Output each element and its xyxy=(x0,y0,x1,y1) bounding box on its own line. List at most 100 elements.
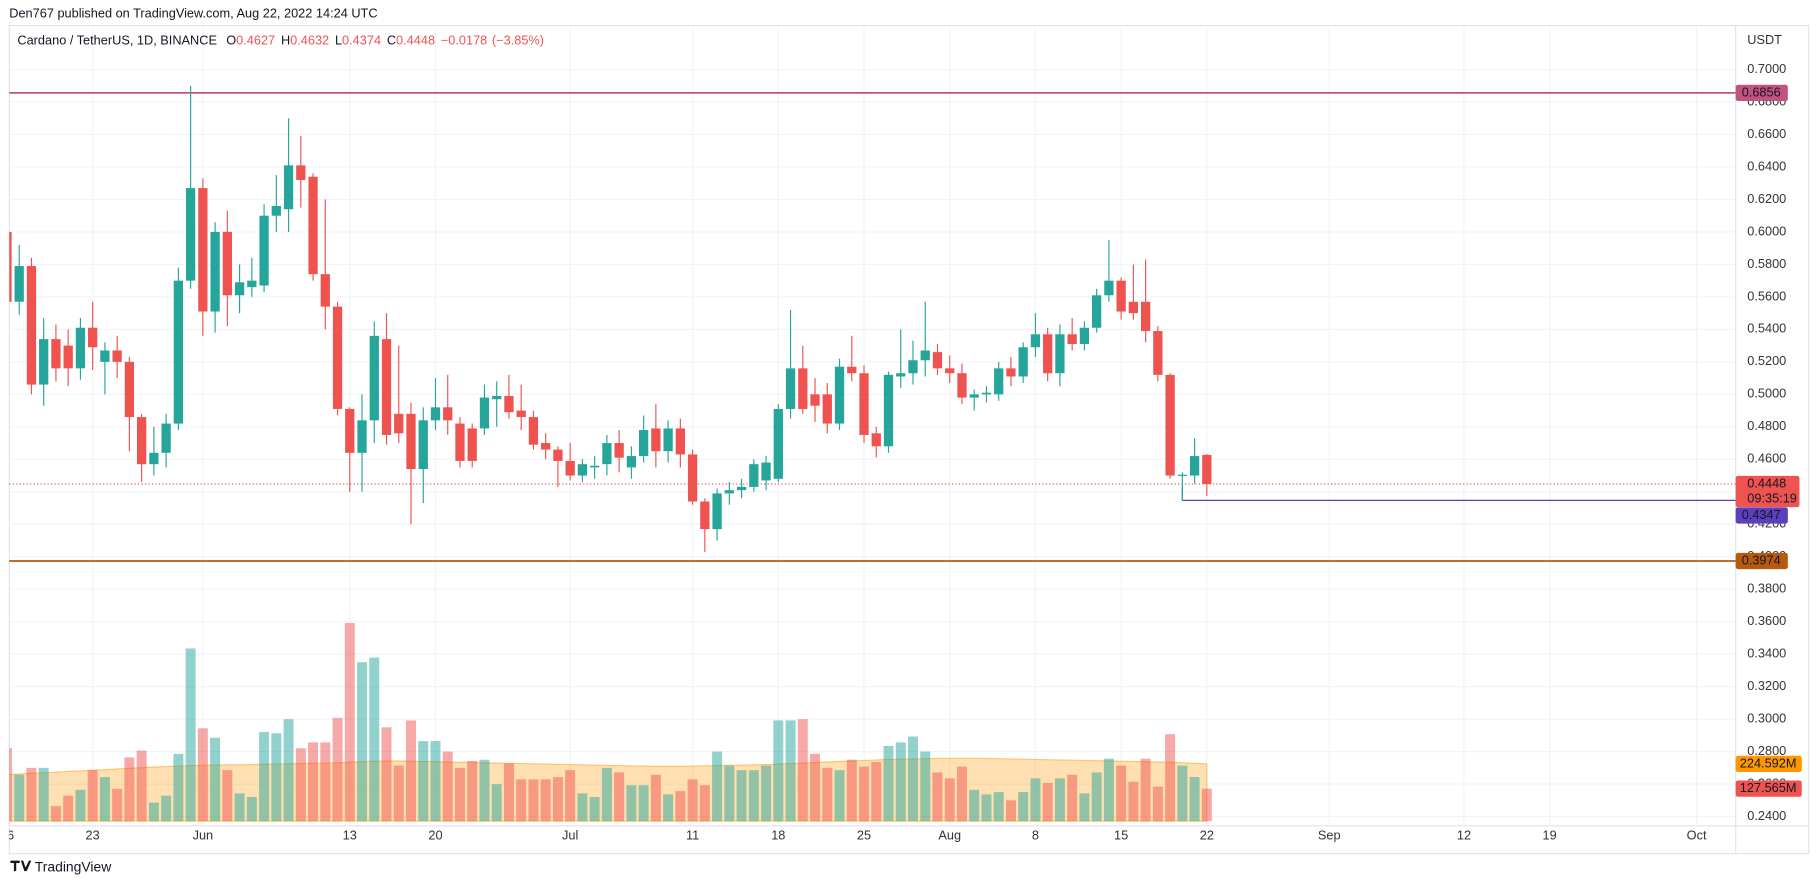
candle-body xyxy=(1140,301,1151,331)
candle-body xyxy=(185,188,196,281)
volume-bar xyxy=(246,796,257,822)
candle-body xyxy=(834,366,845,424)
x-tick-label: Sep xyxy=(1318,828,1341,843)
volume-bar xyxy=(712,751,723,822)
symbol: Cardano / TetherUS, 1D, BINANCE xyxy=(17,33,217,48)
support-badge xyxy=(1735,507,1788,524)
volume-bar xyxy=(381,727,392,822)
x-tick-label: Aug xyxy=(938,828,961,843)
volume-bar xyxy=(797,719,808,822)
candle-body xyxy=(1092,295,1102,328)
volume-bar xyxy=(442,751,453,822)
volume-bar xyxy=(332,717,343,822)
l-label: L xyxy=(335,33,342,48)
candle-body xyxy=(1104,280,1114,296)
volume-badge xyxy=(1735,780,1802,797)
candle-body xyxy=(259,215,269,286)
candle-body xyxy=(969,394,979,398)
volume-bar xyxy=(1067,774,1078,822)
o-label: O xyxy=(226,33,236,48)
candle-body xyxy=(724,490,734,494)
level-badge xyxy=(1735,84,1788,102)
candle-body xyxy=(455,423,465,461)
levels xyxy=(9,92,1736,562)
candle-body xyxy=(883,374,894,447)
volume-bar xyxy=(197,728,208,822)
y-tick-label: 0.6000 xyxy=(1747,223,1786,238)
candle-body xyxy=(247,280,257,288)
volume-bar xyxy=(565,770,576,822)
volume-bar xyxy=(430,741,441,822)
last-price-label: 0.4448 xyxy=(1747,475,1786,490)
volume-bar xyxy=(761,765,772,822)
y-tick-label: 0.6400 xyxy=(1747,158,1786,173)
candle-body xyxy=(1079,327,1090,344)
volume-bar xyxy=(136,750,147,822)
volume-bar xyxy=(1177,765,1188,822)
y-tick-label: 0.2400 xyxy=(1747,808,1786,823)
volume-bar xyxy=(454,767,465,822)
candle-body xyxy=(798,368,808,409)
volume-bar xyxy=(320,742,331,822)
candle-body xyxy=(406,413,416,470)
volume-bar xyxy=(614,772,625,822)
volume-bar xyxy=(87,770,98,822)
volume-bar xyxy=(871,762,882,822)
candle-body xyxy=(614,443,624,458)
x-tick-label: 19 xyxy=(1543,828,1557,843)
volume-bar xyxy=(638,785,649,822)
h-value: 0.4632 xyxy=(290,33,329,48)
volume-bar xyxy=(1079,793,1090,822)
candle-body xyxy=(822,394,832,424)
x-tick-label: 12 xyxy=(1457,828,1471,843)
y-tick-label: 0.5400 xyxy=(1747,321,1786,336)
volume-bar xyxy=(1152,786,1163,822)
volume-bar xyxy=(210,737,221,822)
volume-bar xyxy=(577,793,588,822)
candle-body xyxy=(810,394,820,406)
candle-body xyxy=(1018,347,1028,377)
volume-bar xyxy=(981,794,992,822)
candle-body xyxy=(173,280,184,424)
volume-bar xyxy=(344,622,355,822)
volume-ma-badge-label: 224.592M xyxy=(1740,755,1797,770)
x-tick-label: Jun xyxy=(193,828,214,843)
candle-body xyxy=(136,417,147,465)
candle-body xyxy=(516,410,526,418)
candle-body xyxy=(124,361,135,418)
volume-bar xyxy=(112,788,123,822)
candle-body xyxy=(1043,334,1053,374)
volume-bar xyxy=(601,767,612,822)
x-tick-label: 16 xyxy=(0,828,14,843)
volume-bar xyxy=(161,795,172,822)
frame xyxy=(8,24,1810,855)
brand-name: TradingView xyxy=(35,858,112,874)
volume-bar xyxy=(357,662,368,822)
brand: TradingView xyxy=(10,858,112,874)
candle-body xyxy=(234,282,245,296)
volume-bar xyxy=(393,765,404,822)
candle-body xyxy=(994,368,1004,395)
candle-body xyxy=(1153,330,1163,375)
volume-bar xyxy=(883,745,894,822)
legend: Cardano / TetherUS, 1D, BINANCE O0.4627 H0… xyxy=(17,33,544,48)
volume-bar xyxy=(418,741,429,822)
candle-body xyxy=(1177,474,1187,476)
candle-body xyxy=(381,339,392,435)
x-tick-label: Oct xyxy=(1687,828,1707,843)
candle-body xyxy=(700,501,710,530)
y-tick-label: 0.5600 xyxy=(1747,288,1786,303)
candle-body xyxy=(14,266,24,302)
volume-bar xyxy=(1054,778,1065,822)
candle-body xyxy=(357,420,367,453)
volume-bar xyxy=(1116,765,1127,822)
volume-bar xyxy=(908,736,918,822)
volume-bar xyxy=(185,648,196,822)
volume-bar xyxy=(479,759,490,822)
candle-body xyxy=(369,335,379,421)
candle-body xyxy=(1067,334,1077,344)
volume-bar xyxy=(1042,782,1053,822)
y-tick-label: 0.6200 xyxy=(1747,191,1786,206)
